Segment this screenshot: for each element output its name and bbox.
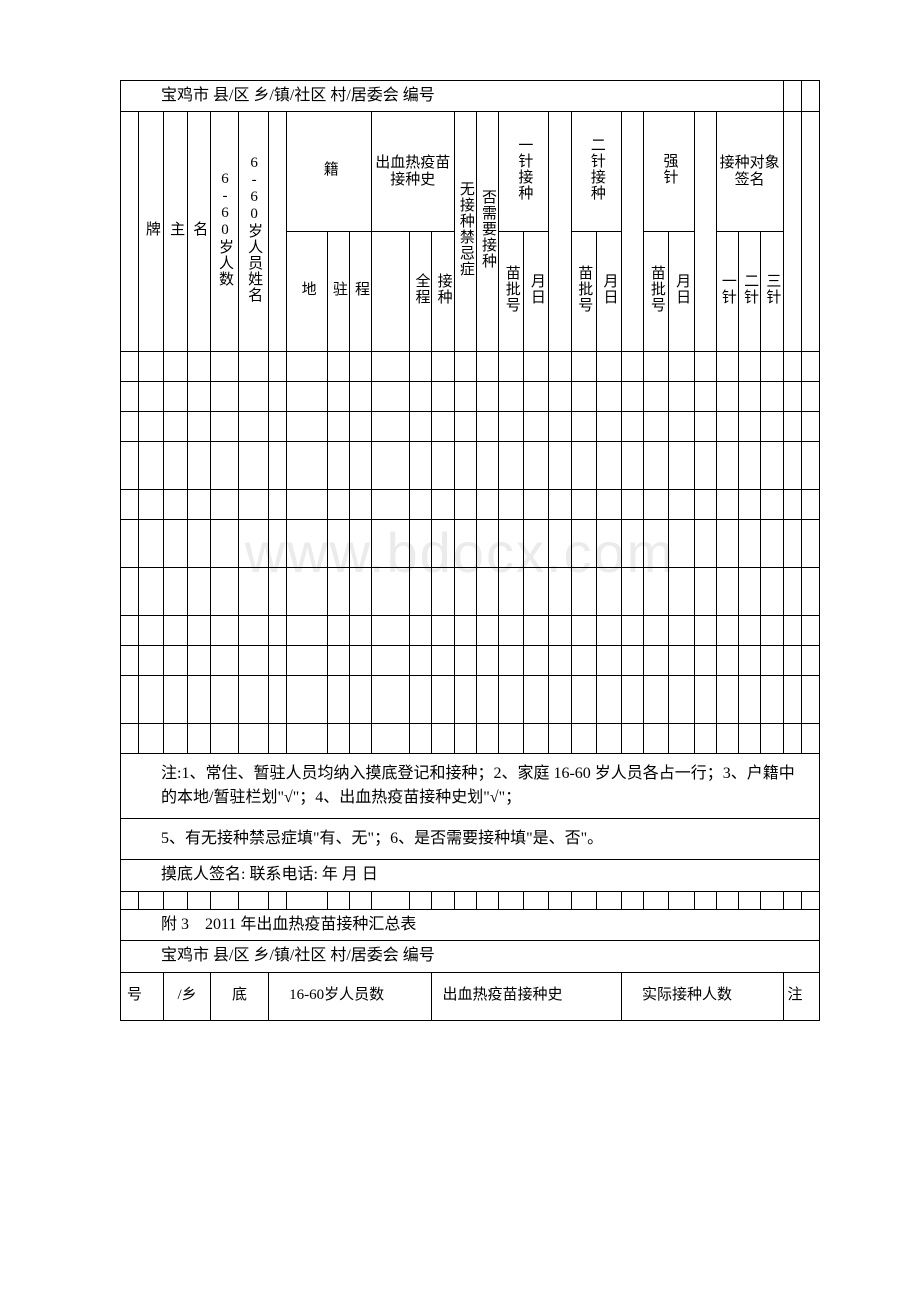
table-row: [121, 382, 820, 412]
attachment-title-row: 附 3 2011 年出血热疫苗接种汇总表: [121, 909, 820, 940]
col-batch1: 苗批号: [498, 232, 523, 352]
table-row: [121, 891, 820, 909]
col-blank: [549, 112, 571, 352]
col-n1: 一针: [716, 232, 738, 352]
col-need: 否需要接种: [476, 112, 498, 352]
col-taboo: 无接种禁忌症: [454, 112, 476, 352]
col-di: 地: [287, 232, 327, 352]
table-row: [121, 352, 820, 382]
col-batch3: 苗批号: [644, 232, 669, 352]
col-blank: [269, 112, 287, 352]
signer-line: 摸底人签名: 联系电话: 年 月 日: [121, 860, 820, 891]
col-blank: [783, 112, 801, 352]
col-pai: 牌: [139, 112, 164, 352]
col-age-name: 6-60岁人员姓名: [238, 112, 268, 352]
col-di: 底: [210, 972, 268, 1020]
signer-row: 摸底人签名: 联系电话: 年 月 日: [121, 860, 820, 891]
col-jiezhong: 接种: [432, 232, 454, 352]
note-row-2: 5、有无接种禁忌症填"有、无"；6、是否需要接种填"是、否"。: [121, 819, 820, 860]
col-date3: 月日: [669, 232, 694, 352]
location-header-2: 宝鸡市 县/区 乡/镇/社区 村/居委会 编号: [121, 941, 820, 972]
table-row: [121, 490, 820, 520]
summary-header-row: 号 /乡 底 16-60岁人员数 出血热疫苗接种史 实际接种人数 注: [121, 972, 820, 1020]
col-age: 16-60岁人员数: [269, 972, 432, 1020]
col-history: 出血热疫苗接种史: [371, 112, 454, 232]
col-ming: 名: [187, 112, 210, 352]
col-blank: [121, 112, 139, 352]
col-date2: 月日: [596, 232, 621, 352]
col-actual: 实际接种人数: [621, 972, 783, 1020]
col-date1: 月日: [524, 232, 549, 352]
table-row: [121, 616, 820, 646]
blank-cell: [801, 81, 819, 112]
note-row-1: 注:1、常住、暂驻人员均纳入摸底登记和接种；2、家庭 16-60 岁人员各占一行…: [121, 754, 820, 819]
col-hao: 号: [121, 972, 164, 1020]
col-xiang: /乡: [164, 972, 210, 1020]
table-row: [121, 568, 820, 616]
attachment-title: 附 3 2011 年出血热疫苗接种汇总表: [121, 909, 820, 940]
table-row: [121, 442, 820, 490]
blank-cell: [783, 81, 801, 112]
col-sign: 接种对象签名: [716, 112, 783, 232]
col-blank: [801, 112, 819, 352]
col-quancheng: 全程: [410, 232, 432, 352]
col-age-count: 6-60岁人数: [210, 112, 238, 352]
col-zhu: 主: [164, 112, 187, 352]
column-header-row-1: 牌 主 名 6-60岁人数 6-60岁人员姓名 籍 出血热疫苗接种史 无接种禁忌…: [121, 112, 820, 232]
table-row: [121, 646, 820, 676]
col-n3: 三针: [761, 232, 783, 352]
table-row: [121, 676, 820, 724]
location-header: 宝鸡市 县/区 乡/镇/社区 村/居委会 编号: [121, 81, 784, 112]
col-batch2: 苗批号: [571, 232, 596, 352]
col-blank: [371, 232, 409, 352]
col-dose2: 二针接种: [571, 112, 621, 232]
note-2: 5、有无接种禁忌症填"有、无"；6、是否需要接种填"是、否"。: [121, 819, 820, 860]
table-row: [121, 412, 820, 442]
col-dose1: 一针接种: [498, 112, 548, 232]
table-row: [121, 520, 820, 568]
col-cheng: 程: [349, 232, 371, 352]
note-1: 注:1、常住、暂驻人员均纳入摸底登记和接种；2、家庭 16-60 岁人员各占一行…: [121, 754, 820, 819]
col-blank: [621, 112, 643, 352]
vaccination-form-table: 宝鸡市 县/区 乡/镇/社区 村/居委会 编号 牌 主 名 6-60岁人数 6-…: [120, 80, 820, 1021]
col-zhu2: 驻: [327, 232, 349, 352]
col-blank: [694, 112, 716, 352]
col-zhu: 注: [783, 972, 819, 1020]
location-header-row: 宝鸡市 县/区 乡/镇/社区 村/居委会 编号: [121, 81, 820, 112]
col-booster: 强针: [644, 112, 694, 232]
col-n2: 二针: [738, 232, 760, 352]
location-header-row-2: 宝鸡市 县/区 乡/镇/社区 村/居委会 编号: [121, 941, 820, 972]
col-history: 出血热疫苗接种史: [432, 972, 622, 1020]
table-row: [121, 724, 820, 754]
col-ji: 籍: [287, 112, 372, 232]
